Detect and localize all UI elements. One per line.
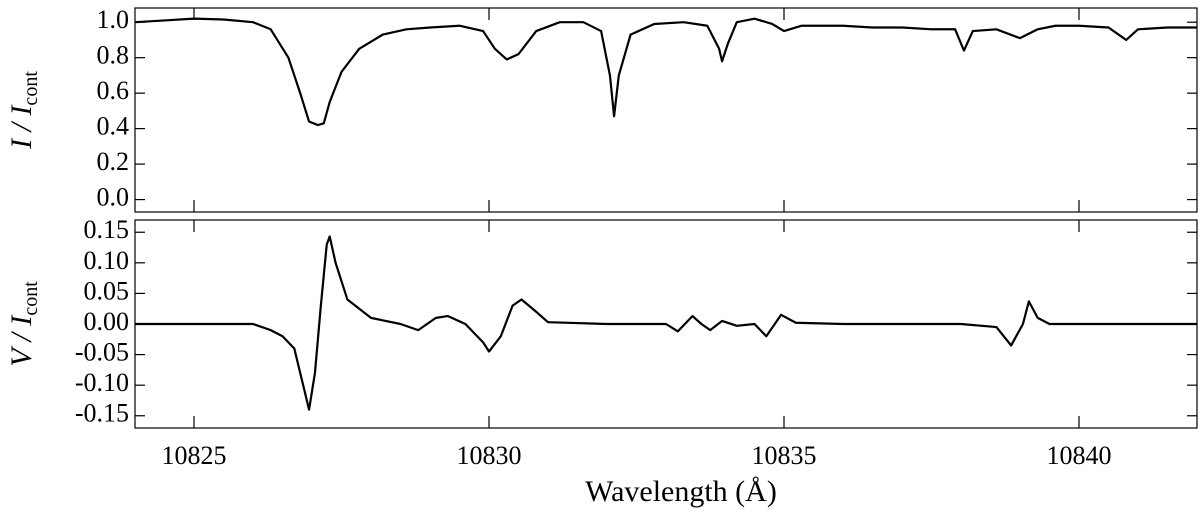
plot-frame [134, 7, 1198, 213]
y-tick-label: 0.4 [97, 112, 130, 141]
y-tick-label: 0.15 [84, 215, 130, 244]
x-axis-label: Wavelength (Å) [585, 475, 777, 508]
y-tick-label: -0.15 [75, 399, 129, 428]
y-axis-label-main: I / I [5, 104, 38, 150]
y-tick-label: 0.2 [97, 147, 130, 176]
data-line [134, 17, 1197, 127]
data-line [135, 235, 1197, 411]
y-tick-label: 0.0 [97, 183, 130, 212]
y-axis-label-main: V / I [5, 314, 38, 367]
y-tick-label: 0.6 [97, 76, 130, 105]
x-tick-label: 10840 [1047, 441, 1112, 470]
y-axis-label-sub: cont [20, 281, 42, 316]
y-tick-label: 0.10 [84, 246, 130, 275]
y-tick-label: -0.05 [75, 338, 129, 367]
y-axis-label-sub: cont [20, 71, 42, 106]
y-tick-label: 0.00 [84, 307, 130, 336]
y-tick-label: -0.10 [75, 368, 129, 397]
y-axis-label: I / Icont [5, 71, 42, 150]
x-tick-label: 10835 [752, 441, 817, 470]
y-tick-label: 0.8 [97, 41, 130, 70]
x-tick-label: 10825 [162, 441, 227, 470]
x-tick-label: 10830 [457, 441, 522, 470]
y-tick-label: 1.0 [97, 5, 130, 34]
y-axis-label: V / Icont [5, 281, 42, 367]
y-tick-label: 0.05 [84, 276, 130, 305]
